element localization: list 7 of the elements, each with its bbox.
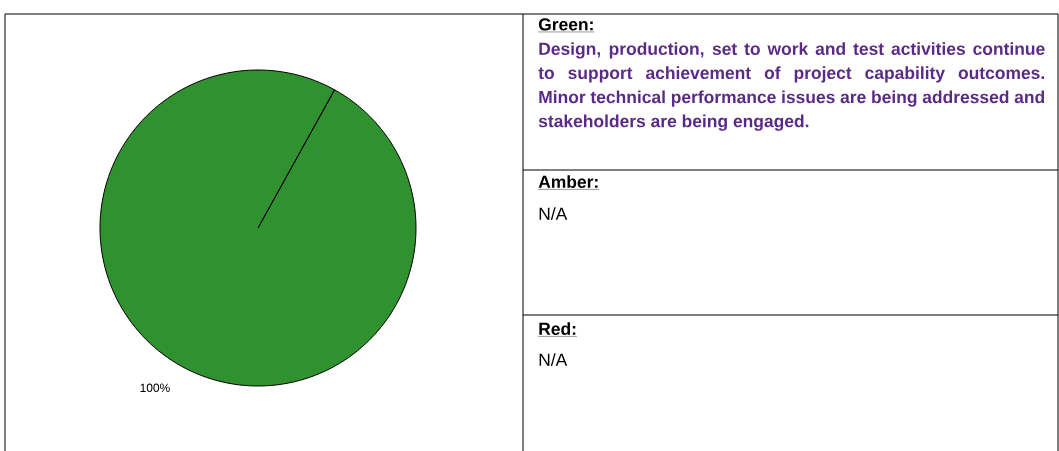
text: Design, production, set to work and test activities continue to support achievement of project capability outcomes. Minor technical performance issues are being addressed and stakeholders are being engaged. <box>538 42 1045 131</box>
text: N/A <box>539 353 568 367</box>
text: Red: <box>539 322 576 336</box>
data-label: 100% <box>140 383 170 392</box>
text: Amber: <box>538 175 598 189</box>
text: N/A <box>539 207 568 221</box>
text: Green: <box>538 18 593 31</box>
